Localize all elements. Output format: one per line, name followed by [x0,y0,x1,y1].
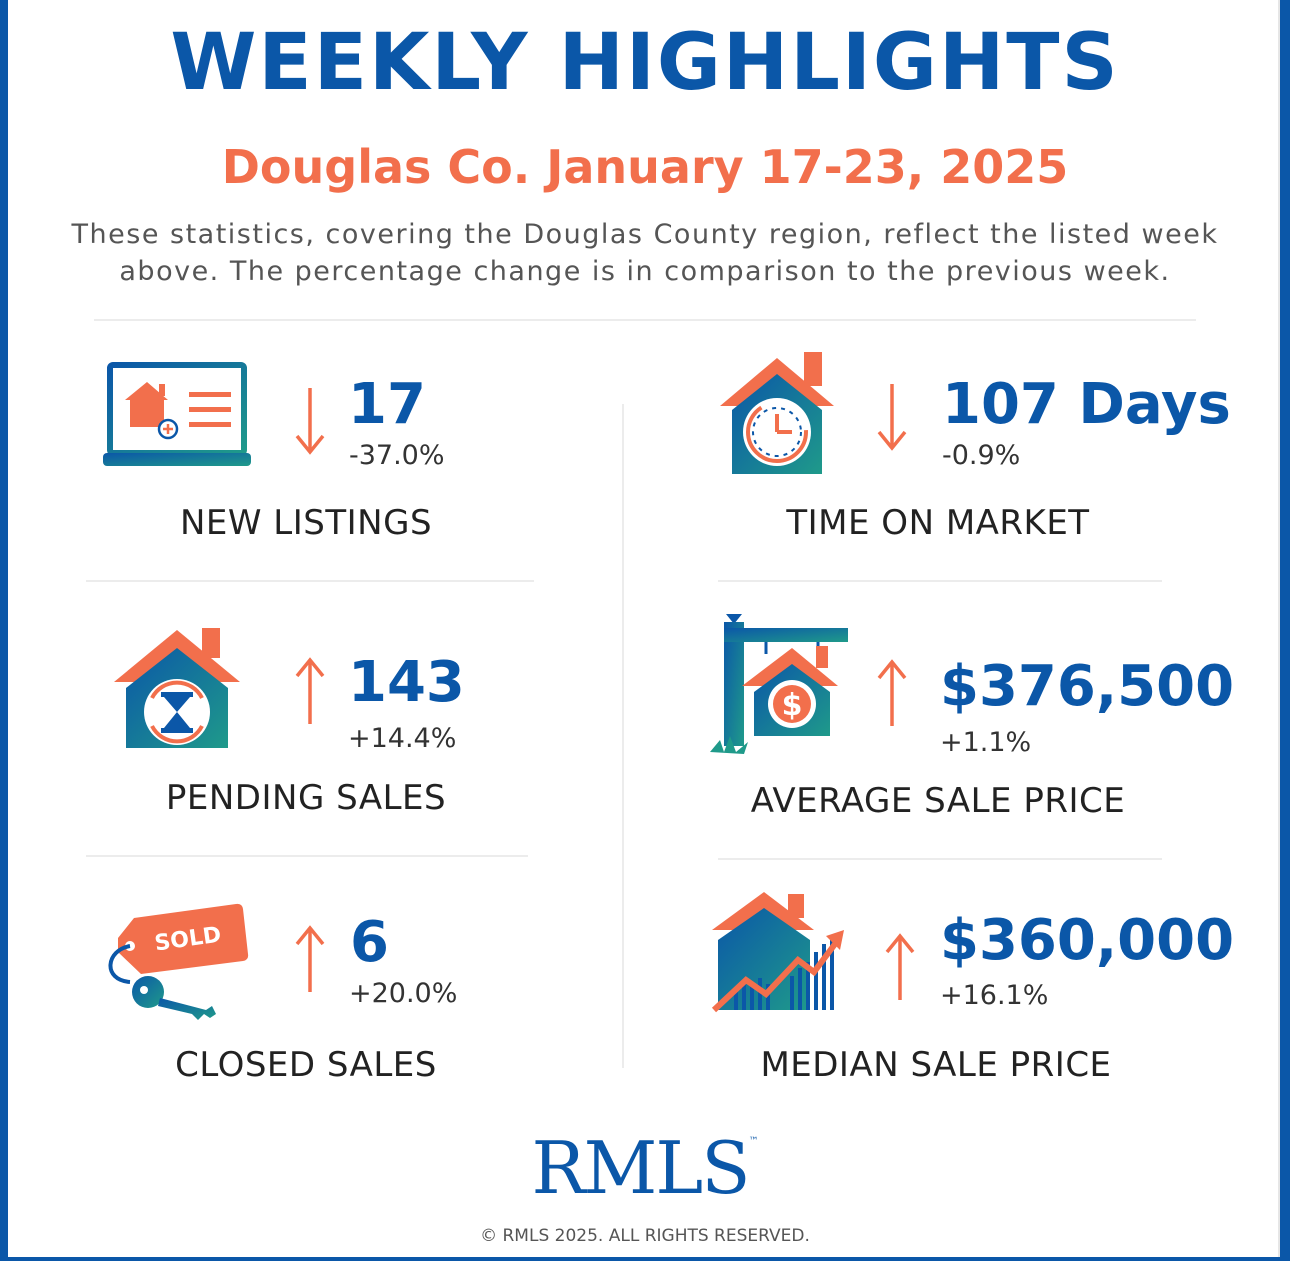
column-divider [622,404,624,1068]
rmls-logo: RMLS™ [0,1126,1290,1210]
frame-right-shadow [1278,0,1280,1261]
time-on-market-change: -0.9% [942,440,1021,471]
arrow-up-icon [295,657,325,724]
closed-sales-change: +20.0% [349,978,458,1009]
trademark-symbol: ™ [748,1136,759,1147]
new-listings-value: 17 [348,372,426,437]
sold-tag-key-icon: SOLD [108,903,249,1020]
right-divider-1 [718,580,1162,582]
median-sale-price-label: MEDIAN SALE PRICE [760,1045,1112,1085]
house-chart-icon [711,892,844,1013]
median-sale-price-change: +16.1% [940,980,1049,1011]
median-sale-price-value: $360,000 [940,908,1235,973]
closed-sales-value: 6 [350,910,389,975]
house-hourglass-icon [114,628,240,748]
arrow-up-icon [885,933,915,1000]
laptop-house-icon [103,362,251,466]
closed-sales-label: CLOSED SALES [175,1045,437,1085]
house-dollar-sign-icon: $ [710,614,848,754]
frame-right-border [1280,0,1290,1261]
new-listings-change: -37.0% [349,440,445,471]
average-sale-price-change: +1.1% [940,727,1032,758]
pending-sales-label: PENDING SALES [165,778,447,818]
arrow-down-icon [877,384,907,451]
time-on-market-label: TIME ON MARKET [786,503,1090,543]
arrow-down-icon [295,388,325,455]
arrow-up-icon [877,659,907,726]
left-divider-1 [86,580,534,582]
header-divider [94,319,1196,321]
pending-sales-value: 143 [348,650,465,715]
frame-bottom-border [0,1257,1290,1261]
pending-sales-change: +14.4% [348,723,457,754]
right-divider-2 [718,858,1162,860]
page-subtitle: Douglas Co. January 17-23, 2025 [221,140,1069,194]
average-sale-price-value: $376,500 [940,654,1235,719]
left-divider-2 [86,855,528,857]
arrow-up-icon [295,925,325,992]
average-sale-price-label: AVERAGE SALE PRICE [750,781,1126,821]
copyright-text: © RMLS 2025. ALL RIGHTS RESERVED. [480,1226,810,1246]
page-description: These statistics, covering the Douglas C… [71,219,1219,287]
house-clock-icon [720,352,834,474]
time-on-market-value: 107 Days [942,372,1231,437]
frame-left-border [0,0,8,1261]
new-listings-label: NEW LISTINGS [179,503,433,543]
svg-text:$: $ [782,688,803,723]
page-title: WEEKLY HIGHLIGHTS [170,18,1120,108]
rmls-logo-text: RMLS [531,1126,750,1210]
